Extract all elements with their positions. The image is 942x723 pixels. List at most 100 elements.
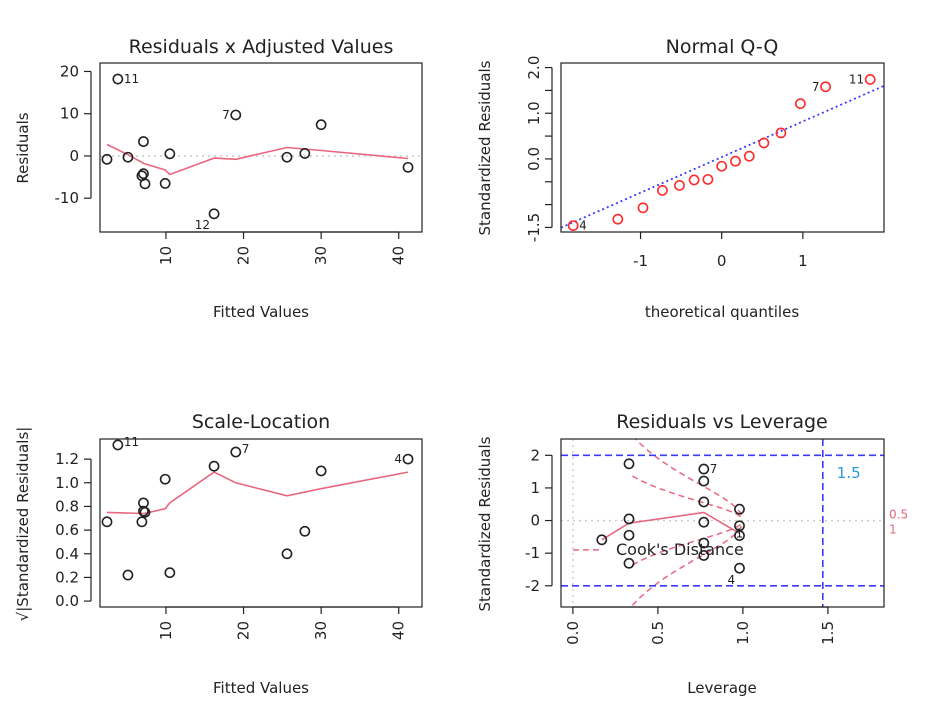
y-tick-label: 2 <box>530 446 540 464</box>
y-tick-label: -2 <box>525 577 540 595</box>
plot-area <box>561 439 884 607</box>
y-tick-label: 0 <box>69 147 79 165</box>
data-point <box>612 213 624 225</box>
data-point <box>230 109 242 121</box>
x-tick-label: 20 <box>235 246 253 265</box>
data-point <box>281 548 293 560</box>
x-tick-label: 0.0 <box>564 621 582 645</box>
data-point <box>698 496 710 508</box>
x-tick-label: 0.5 <box>649 621 667 645</box>
y-tick-label: -10 <box>55 189 80 207</box>
data-point <box>122 151 134 163</box>
data-point <box>734 503 745 515</box>
data-point <box>637 202 649 214</box>
data-point <box>230 446 242 458</box>
data-point <box>758 137 770 149</box>
y-tick-label: 1.0 <box>55 474 79 492</box>
data-point <box>136 516 148 528</box>
smooth-line <box>601 511 740 541</box>
data-point <box>820 81 831 93</box>
data-point <box>698 550 710 561</box>
x-axis-label: Fitted Values <box>213 303 309 321</box>
plot-frame <box>99 438 423 608</box>
data-point <box>698 516 710 528</box>
y-tick-label: -1 <box>525 544 540 562</box>
data-point <box>159 178 171 189</box>
data-point <box>164 148 176 160</box>
data-point <box>674 180 685 191</box>
x-tick-label: 30 <box>312 246 330 265</box>
data-point <box>698 475 710 487</box>
data-point <box>164 567 176 579</box>
point-label: 12 <box>195 218 210 232</box>
data-point <box>138 136 149 147</box>
smooth-line <box>106 143 409 176</box>
y-tick-label: 0 <box>530 512 540 530</box>
data-point <box>101 153 113 165</box>
data-point <box>315 119 327 131</box>
point-label: 4 <box>728 573 736 587</box>
y-tick-label: 0.6 <box>55 521 79 539</box>
y-axis-label: Standardized Residuals <box>476 436 494 611</box>
data-point <box>657 185 668 196</box>
cooks-distance-curve <box>632 522 743 566</box>
data-point <box>702 174 714 185</box>
data-point <box>159 473 171 485</box>
y-tick-label: 20 <box>60 62 79 80</box>
data-point <box>101 516 113 528</box>
data-point <box>112 439 124 451</box>
x-axis-label: Fitted Values <box>213 679 309 697</box>
y-tick-label: -1.5 <box>525 213 543 242</box>
x-tick-label: 40 <box>390 621 408 640</box>
x-tick-label: 10 <box>157 621 175 640</box>
data-point <box>596 534 608 546</box>
point-label: 11 <box>849 72 864 86</box>
panel-normal-qq: Normal Q-Q theoretical quantiles Standar… <box>476 36 885 321</box>
panel-scale-location: Scale-Location Fitted Values √|Standardi… <box>14 411 423 697</box>
data-point <box>864 74 876 85</box>
chart-title: Residuals vs Leverage <box>616 411 827 433</box>
point-label: 7 <box>710 462 718 476</box>
y-tick-label: 0.2 <box>55 568 79 586</box>
point-label: 7 <box>222 108 230 122</box>
data-point <box>208 208 220 220</box>
y-tick-label: 1 <box>530 479 540 497</box>
data-point <box>795 98 806 110</box>
data-point <box>688 174 700 186</box>
plot-area <box>561 85 884 229</box>
y-tick-label: 1.2 <box>55 450 79 468</box>
qq-reference-line <box>561 85 884 229</box>
legend-label: Cook's Distance <box>616 540 744 559</box>
panel-residuals-vs-fitted: Residuals x Adjusted Values Fitted Value… <box>14 36 423 321</box>
y-tick-label: 0.8 <box>55 497 79 515</box>
x-tick-label: 1.5 <box>819 621 837 645</box>
data-point <box>716 160 728 172</box>
plot-frame <box>99 62 423 233</box>
x-axis-label: Leverage <box>687 679 757 697</box>
data-point <box>623 529 635 541</box>
data-point <box>138 505 149 517</box>
cooks-distance-curve <box>632 475 743 519</box>
x-tick-label: 0 <box>717 252 727 270</box>
cooks-level-label: 0.5 <box>889 508 908 522</box>
data-point <box>208 460 220 472</box>
data-point <box>139 506 151 518</box>
data-point <box>315 465 327 477</box>
x-tick-label: 40 <box>390 246 408 265</box>
data-point <box>402 161 414 173</box>
data-point <box>623 458 635 470</box>
cooks-distance-curve <box>631 524 743 606</box>
x-tick-label: 1.0 <box>734 621 752 645</box>
y-tick-label: 0.0 <box>525 147 543 171</box>
x-axis-label: theoretical quantiles <box>645 303 799 321</box>
cooks-distance-curve <box>634 439 743 517</box>
chart-title: Scale-Location <box>192 411 330 433</box>
chart-title: Normal Q-Q <box>666 36 779 58</box>
data-point <box>138 168 149 180</box>
smooth-line <box>106 471 409 515</box>
data-point <box>743 150 755 162</box>
data-point <box>775 127 787 139</box>
data-point <box>567 220 579 232</box>
panel-residuals-vs-leverage: Residuals vs Leverage Leverage Standardi… <box>476 411 908 697</box>
